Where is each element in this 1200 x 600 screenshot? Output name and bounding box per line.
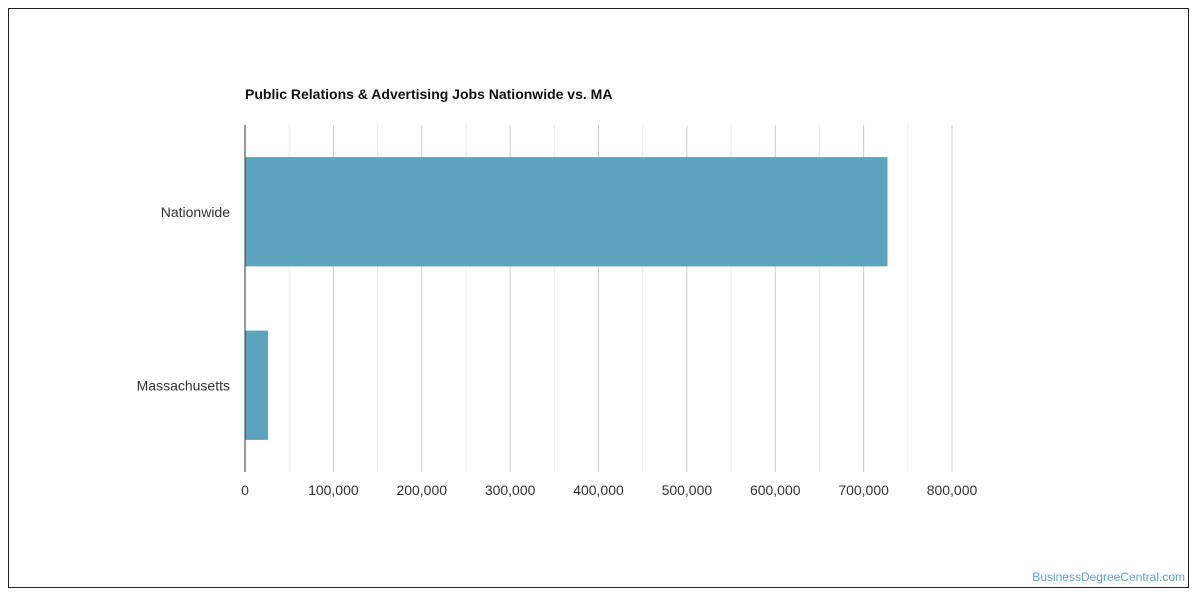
x-tick-label: 0 [241,482,249,498]
x-tick-label: 600,000 [750,482,801,498]
bars [245,157,888,440]
source-credit[interactable]: BusinessDegreeCentral.com [1032,570,1185,584]
category-label: Nationwide [161,204,230,220]
x-tick-label: 100,000 [308,482,359,498]
x-tick-labels: 0 100,000 200,000 300,000 400,000 500,000 600,… [241,482,977,498]
x-tick-label: 700,000 [838,482,889,498]
x-tick-label: 300,000 [485,482,536,498]
category-labels: Nationwide Massachusetts [137,204,231,394]
bar-nationwide [245,157,888,267]
x-tick-label: 200,000 [396,482,447,498]
category-label: Massachusetts [137,377,230,393]
x-tick-label: 400,000 [573,482,624,498]
x-tick-label: 500,000 [662,482,713,498]
bar-massachusetts [245,330,268,440]
chart-title: Public Relations & Advertising Jobs Nati… [245,86,612,102]
x-tick-label: 800,000 [927,482,978,498]
